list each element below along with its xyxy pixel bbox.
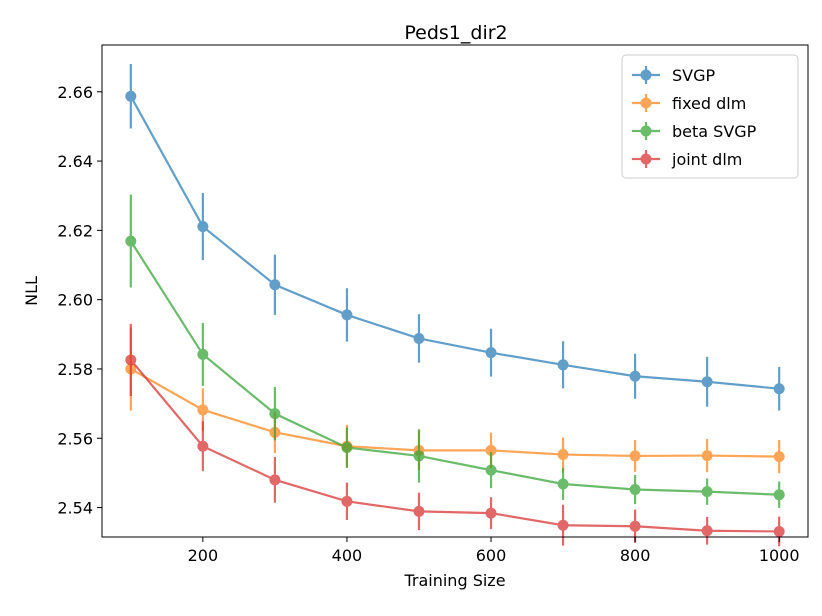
data-point xyxy=(485,507,497,519)
legend-dot xyxy=(640,125,652,137)
data-point xyxy=(701,376,713,388)
series-line xyxy=(129,240,780,496)
x-tick-label: 800 xyxy=(620,546,651,565)
legend-dot xyxy=(640,97,652,109)
y-axis: 2.54 2.56 2.58 2.60 2.62 2.64 2.66 xyxy=(57,83,102,518)
data-point xyxy=(629,520,641,532)
x-tick-label: 1000 xyxy=(759,546,800,565)
chart-title: Peds1_dir2 xyxy=(404,22,507,44)
legend-marker-joint-dlm xyxy=(632,150,660,168)
data-point xyxy=(269,474,281,486)
data-point xyxy=(773,383,785,395)
data-point xyxy=(485,347,497,359)
legend: SVGP fixed dlm beta SVGP joint dlm xyxy=(621,54,799,179)
legend-dot xyxy=(640,153,652,165)
data-point xyxy=(557,359,569,371)
y-tick-label: 2.56 xyxy=(57,429,93,448)
plot-frame xyxy=(101,44,809,538)
y-tick-label: 2.66 xyxy=(57,83,93,102)
data-point xyxy=(629,450,641,462)
data-point xyxy=(773,525,785,537)
data-point xyxy=(341,309,353,321)
series-svgp xyxy=(125,64,785,411)
series-line xyxy=(129,359,780,533)
x-tick-label: 400 xyxy=(332,546,363,565)
data-point xyxy=(773,451,785,463)
x-tick-label: 200 xyxy=(188,546,219,565)
data-point xyxy=(269,279,281,291)
data-point xyxy=(269,408,281,420)
data-point xyxy=(413,332,425,344)
legend-marker-fixed-dlm xyxy=(632,94,660,112)
x-axis: 200 400 600 800 1000 xyxy=(188,537,800,565)
legend-marker-beta-svgp xyxy=(632,122,660,140)
data-point xyxy=(341,495,353,507)
data-point xyxy=(197,440,209,452)
legend-box xyxy=(621,54,799,179)
x-axis-label: Training Size xyxy=(403,571,505,590)
legend-dot xyxy=(640,69,652,81)
data-point xyxy=(125,354,137,366)
data-point xyxy=(557,478,569,490)
data-point xyxy=(557,449,569,461)
series-line xyxy=(129,95,780,390)
series-line xyxy=(130,368,780,458)
series-fixed-dlm xyxy=(125,327,785,474)
data-point xyxy=(701,525,713,537)
data-point xyxy=(197,348,209,360)
legend-label: joint dlm xyxy=(671,150,742,169)
data-point xyxy=(701,450,713,462)
data-point xyxy=(773,489,785,501)
legend-label: beta SVGP xyxy=(672,122,757,141)
data-point xyxy=(341,442,353,454)
data-point xyxy=(485,444,497,456)
x-tick-label: 600 xyxy=(476,546,507,565)
y-tick-label: 2.58 xyxy=(57,360,93,379)
data-point xyxy=(125,90,137,102)
plot-area xyxy=(125,64,785,547)
data-point xyxy=(557,519,569,531)
data-point xyxy=(413,450,425,462)
y-tick-label: 2.62 xyxy=(57,221,93,240)
data-point xyxy=(629,370,641,382)
series-beta-svgp xyxy=(125,194,785,508)
series-joint-dlm xyxy=(125,323,785,547)
legend-label: fixed dlm xyxy=(672,94,746,113)
legend-label: SVGP xyxy=(672,66,716,85)
data-point xyxy=(125,235,137,247)
data-point xyxy=(197,221,209,233)
data-point xyxy=(485,464,497,476)
data-point xyxy=(413,505,425,517)
y-tick-label: 2.64 xyxy=(57,152,93,171)
y-tick-label: 2.60 xyxy=(57,291,93,310)
data-point xyxy=(629,484,641,496)
y-tick-label: 2.54 xyxy=(57,499,93,518)
y-axis-label: NLL xyxy=(22,276,41,306)
data-point xyxy=(197,404,209,416)
data-point xyxy=(701,486,713,498)
legend-marker-svgp xyxy=(632,66,660,84)
